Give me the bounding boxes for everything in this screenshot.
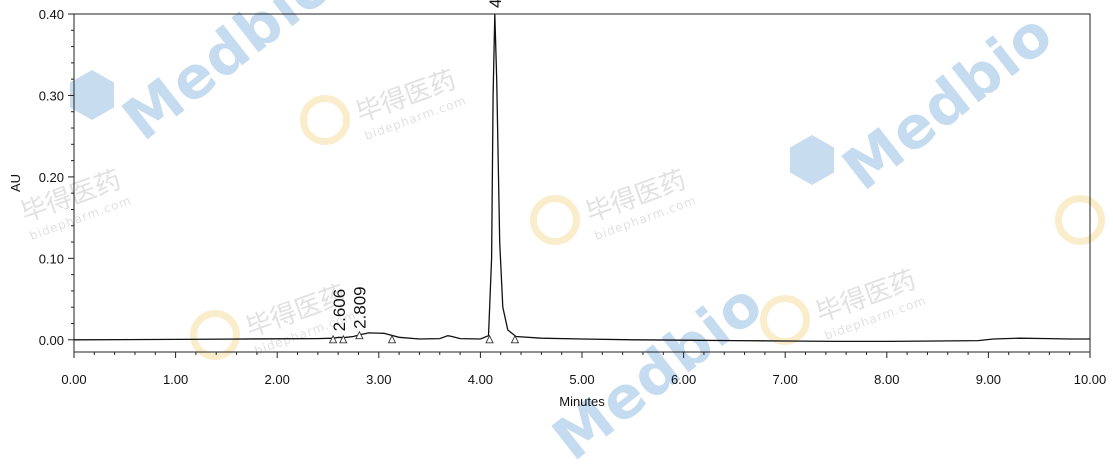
x-tick-label: 4.00 bbox=[468, 372, 493, 387]
x-tick-label: 10.00 bbox=[1074, 372, 1107, 387]
peak-label: 4.142 bbox=[486, 0, 505, 8]
x-axis-title: Minutes bbox=[559, 394, 605, 409]
peak-marker bbox=[485, 334, 494, 344]
peak-label: 2.606 bbox=[330, 289, 349, 332]
peak-marker bbox=[328, 334, 338, 344]
x-tick-label: 9.00 bbox=[976, 372, 1001, 387]
peak-marker bbox=[387, 334, 397, 344]
chromatogram-chart: 0.00 1.00 2.00 3.00 4.00 5.00 6.00 7.00 8.00 9.00… bbox=[8, 0, 1106, 409]
y-tick-label: 0.00 bbox=[39, 333, 64, 348]
x-tick-label: 6.00 bbox=[671, 372, 696, 387]
y-axis-title: AU bbox=[8, 174, 23, 192]
y-tick-label: 0.20 bbox=[39, 170, 64, 185]
chromatogram-trace bbox=[73, 13, 1090, 343]
plot-frame bbox=[73, 13, 1091, 353]
x-tick-label: 3.00 bbox=[366, 372, 391, 387]
x-tick-label: 5.00 bbox=[569, 372, 594, 387]
x-tick-label: 1.00 bbox=[163, 372, 188, 387]
y-tick-label: 0.40 bbox=[39, 7, 64, 22]
y-tick-label: 0.30 bbox=[39, 88, 64, 103]
x-tick-label: 0.00 bbox=[61, 372, 86, 387]
x-tick-label: 8.00 bbox=[874, 372, 899, 387]
peak-label: 2.809 bbox=[350, 286, 369, 329]
x-axis: 0.00 1.00 2.00 3.00 4.00 5.00 6.00 7.00 8.00 9.00… bbox=[61, 352, 1106, 387]
x-tick-label: 7.00 bbox=[773, 372, 798, 387]
x-tick-label: 2.00 bbox=[265, 372, 290, 387]
peak-markers bbox=[328, 330, 520, 344]
y-axis: 0.00 0.10 0.20 0.30 0.40 bbox=[39, 7, 74, 348]
y-tick-label: 0.10 bbox=[39, 251, 64, 266]
peak-marker bbox=[355, 330, 364, 340]
peak-marker bbox=[339, 334, 348, 344]
peak-marker bbox=[510, 334, 520, 344]
